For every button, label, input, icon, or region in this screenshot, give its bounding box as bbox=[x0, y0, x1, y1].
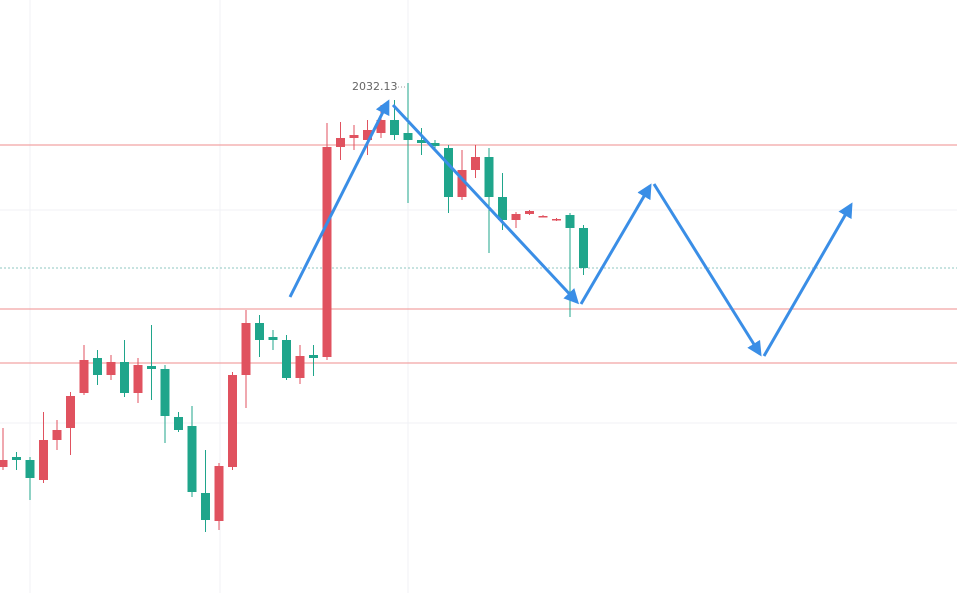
candle-body bbox=[322, 147, 332, 357]
candle-body bbox=[295, 356, 305, 378]
candle-body bbox=[309, 355, 318, 358]
candle-body bbox=[471, 157, 480, 170]
candle-body bbox=[579, 228, 588, 268]
levels bbox=[0, 144, 957, 364]
candle-body bbox=[565, 215, 575, 228]
candle-body bbox=[444, 148, 453, 197]
candle-body bbox=[484, 157, 494, 197]
candle-body bbox=[511, 214, 521, 220]
candle-body bbox=[376, 120, 386, 133]
candle-body bbox=[160, 369, 170, 416]
candle-body bbox=[25, 460, 35, 478]
candle-body bbox=[525, 211, 534, 214]
high-label: 2032.13 bbox=[352, 80, 398, 93]
candle-body bbox=[79, 360, 89, 393]
candle-body bbox=[403, 133, 413, 140]
candle-body bbox=[133, 365, 143, 393]
trend-arrows bbox=[288, 99, 853, 357]
candle-body bbox=[538, 216, 548, 218]
candle-body bbox=[106, 362, 116, 375]
candle-body bbox=[52, 430, 62, 440]
candle-body bbox=[430, 143, 440, 146]
candle-body bbox=[282, 340, 291, 378]
candle-body bbox=[498, 197, 507, 220]
candles bbox=[0, 83, 588, 532]
candle-body bbox=[241, 323, 251, 375]
candle-body bbox=[552, 219, 561, 221]
candle-body bbox=[457, 170, 467, 197]
candle-body bbox=[174, 417, 183, 430]
candle-body bbox=[201, 493, 210, 520]
candle-body bbox=[363, 130, 372, 140]
candle-body bbox=[93, 358, 102, 375]
candle-body bbox=[12, 457, 21, 460]
candle-body bbox=[255, 323, 264, 340]
candle-body bbox=[187, 426, 197, 492]
candle-body bbox=[336, 138, 345, 147]
candle-body bbox=[0, 460, 8, 467]
candle-body bbox=[120, 362, 129, 393]
candle-body bbox=[214, 466, 224, 521]
candle-body bbox=[228, 375, 237, 467]
candle-body bbox=[66, 396, 75, 428]
candle-body bbox=[147, 366, 156, 369]
candle-body bbox=[390, 120, 399, 135]
candle-body bbox=[39, 440, 48, 480]
candle-body bbox=[417, 140, 426, 143]
candle-body bbox=[268, 337, 278, 340]
candle-body bbox=[349, 135, 359, 138]
